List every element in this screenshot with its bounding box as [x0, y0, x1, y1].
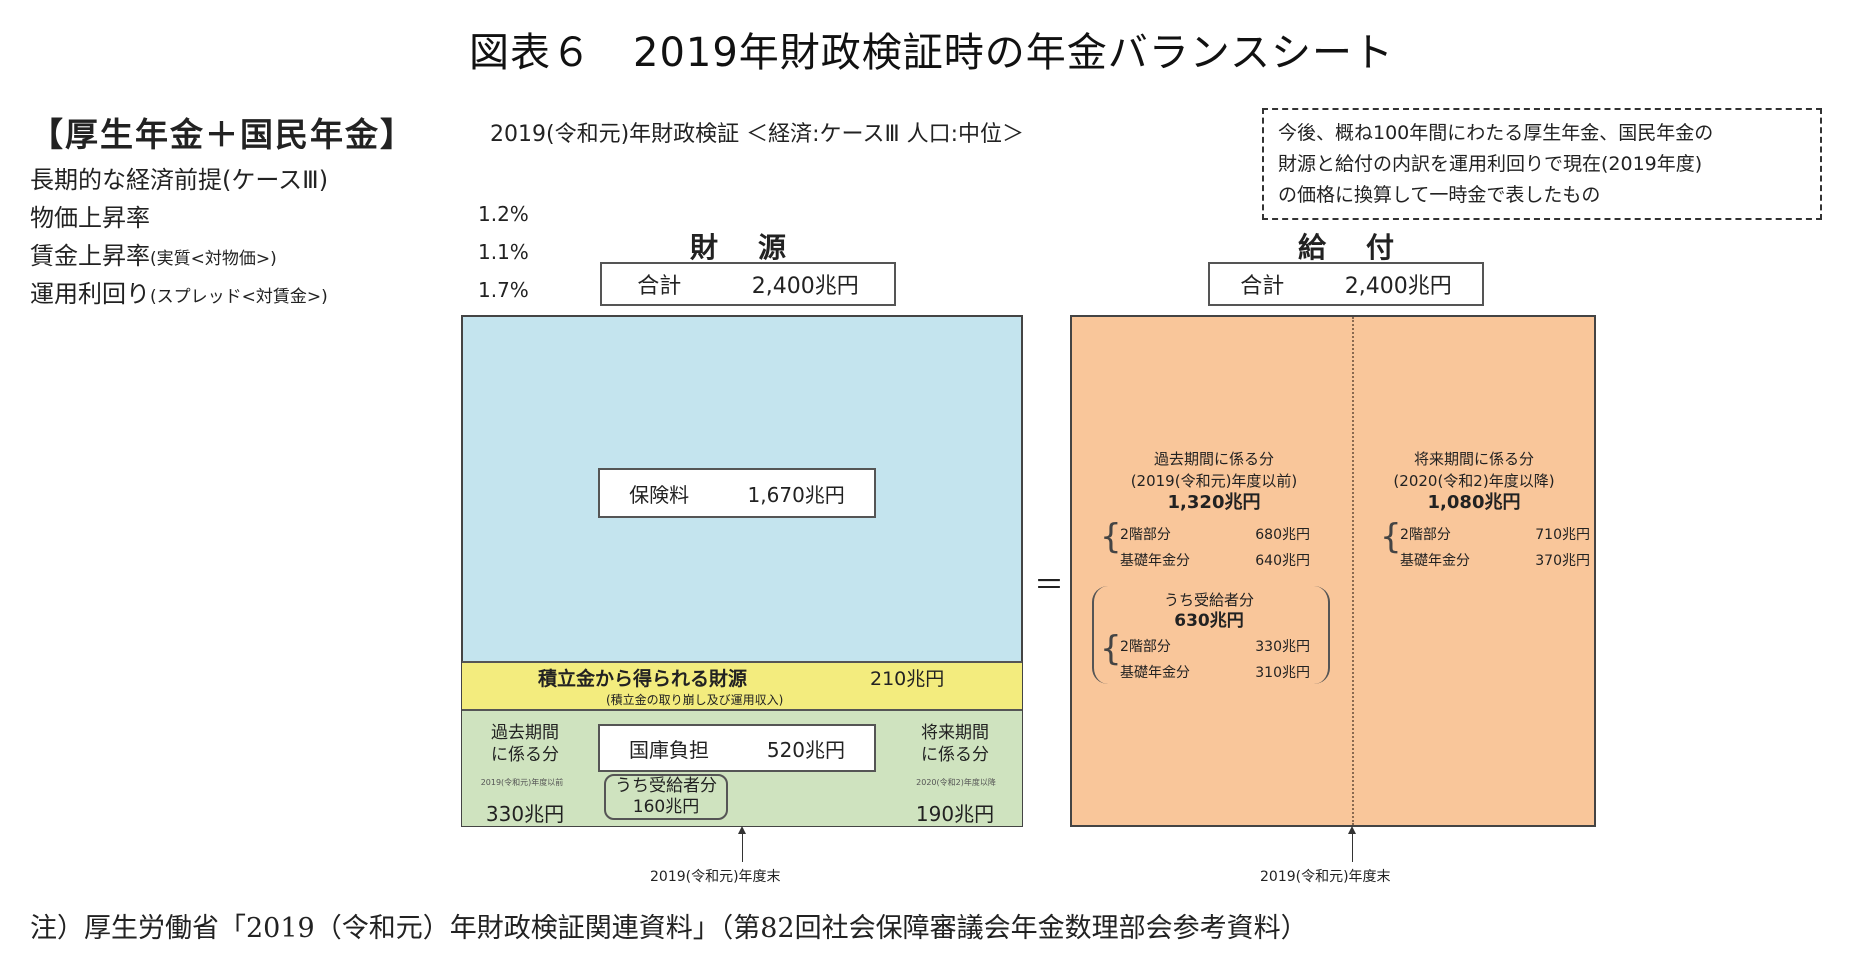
assumption-label: 物価上昇率 [30, 204, 150, 232]
premium-label: 保険料 [629, 482, 690, 507]
past-basic-row: 基礎年金分 640兆円 [1120, 553, 1310, 569]
figure-title: 図表６ 2019年財政検証時の年金バランスシート [469, 30, 1394, 76]
benefits-total-box: 合計 2,400兆円 [1208, 262, 1484, 306]
recipients-tier2-row: 2階部分 330兆円 [1120, 639, 1310, 655]
past-period-note: 2019(令和元)年度以前 [480, 778, 564, 787]
past-benefit-text: 過去期間に係る分 (2019(令和元)年度以前) 1,320兆円 [1130, 450, 1298, 513]
assumption-value: 1.2% [478, 202, 529, 226]
scope-header: 【厚生年金＋国民年金】 [30, 115, 415, 154]
future-benefit-text: 将来期間に係る分 (2020(令和2)年度以降) 1,080兆円 [1393, 450, 1555, 513]
equals-sign: ＝ [1034, 568, 1064, 603]
past-recipients-text: うち受給者分 630兆円 [1163, 591, 1254, 631]
future-period-value: 190兆円 [915, 802, 995, 826]
timeline-arrow [742, 834, 743, 862]
future-tier2-row: 2階部分 710兆円 [1400, 527, 1590, 543]
sources-heading: 財 源 [690, 231, 793, 264]
reserve-block [462, 661, 1022, 711]
recipients-basic-row: 基礎年金分 310兆円 [1120, 665, 1310, 681]
scenario-subheader: 2019(令和元)年財政検証 ＜経済:ケースⅢ 人口:中位＞ [490, 122, 1025, 147]
timeline-arrow [1352, 834, 1353, 862]
past-period-value: 330兆円 [485, 802, 565, 826]
reserve-note: (積立金の取り崩し及び運用収入) [606, 693, 784, 707]
brace-icon: { [1100, 629, 1122, 669]
benefit-block [1070, 315, 1596, 827]
note-line: 今後、概ね100年間にわたる厚生年金、国民年金の [1278, 122, 1714, 144]
recipients-bracket [1092, 586, 1330, 684]
future-basic-row: 基礎年金分 370兆円 [1400, 553, 1590, 569]
reserve-label: 積立金から得られる財源 [538, 668, 748, 690]
subsidy-box: 国庫負担 520兆円 [598, 724, 876, 772]
premium-box: 保険料 1,670兆円 [598, 468, 876, 518]
total-value: 2,400兆円 [1344, 274, 1452, 299]
subsidy-recipients-box: うち受給者分 160兆円 [604, 774, 728, 820]
past-period-label: 過去期間 に係る分 [491, 723, 559, 765]
benefits-heading: 給 付 [1298, 231, 1401, 264]
total-label: 合計 [637, 274, 682, 299]
footnote: 注）厚生労働省「2019（令和元）年財政検証関連資料」（第82回社会保障審議会年… [30, 913, 1308, 944]
subsidy-label: 国庫負担 [628, 737, 709, 762]
assumption-value: 1.1% [478, 240, 529, 264]
assumption-label: 賃金上昇率(実質<対物価>) [30, 242, 277, 270]
note-line: 財源と給付の内訳を運用利回りで現在(2019年度) [1278, 153, 1703, 175]
future-period-note: 2020(令和2)年度以降 [916, 778, 996, 787]
note-line: の価格に換算して一時金で表したもの [1278, 184, 1601, 206]
period-divider [1352, 317, 1354, 825]
assumptions-heading: 長期的な経済前提(ケースⅢ) [30, 166, 329, 194]
brace-icon: { [1380, 517, 1402, 557]
timeline-arrow-head [738, 826, 746, 834]
assumption-label: 運用利回り(スプレッド<対賃金>) [30, 280, 328, 308]
reserve-value: 210兆円 [870, 668, 945, 690]
timeline-label: 2019(令和元)年度末 [1260, 869, 1391, 885]
premium-value: 1,670兆円 [747, 482, 845, 507]
note-box: 今後、概ね100年間にわたる厚生年金、国民年金の 財源と給付の内訳を運用利回りで… [1262, 108, 1822, 220]
timeline-label: 2019(令和元)年度末 [650, 869, 781, 885]
total-value: 2,400兆円 [751, 274, 859, 299]
timeline-arrow-head [1348, 826, 1356, 834]
subsidy-value: 520兆円 [766, 737, 846, 762]
sources-total-box: 合計 2,400兆円 [600, 262, 896, 306]
future-period-label: 将来期間 に係る分 [921, 723, 989, 765]
brace-icon: { [1100, 517, 1122, 557]
total-label: 合計 [1240, 274, 1285, 299]
past-tier2-row: 2階部分 680兆円 [1120, 527, 1310, 543]
assumption-value: 1.7% [478, 278, 529, 302]
